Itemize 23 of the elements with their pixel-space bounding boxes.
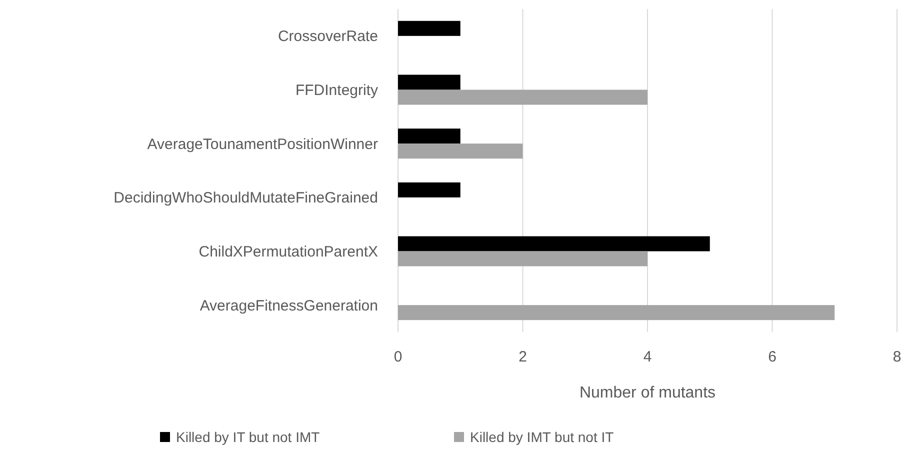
- x-tick-label: 8: [892, 348, 902, 366]
- bar: [398, 74, 460, 90]
- y-tick-label: AverageFitnessGeneration: [200, 297, 378, 314]
- x-tick-label: 4: [643, 348, 652, 366]
- legend-label: Killed by IT but not IMT: [176, 428, 320, 445]
- y-tick-label: AverageTounamentPositionWinner: [147, 136, 378, 153]
- bar: [398, 251, 648, 266]
- x-tick-label: 0: [394, 348, 402, 366]
- bar: [398, 90, 648, 105]
- x-axis-title: Number of mutants: [579, 384, 716, 402]
- bar: [398, 144, 523, 159]
- y-tick-label: CrossoverRate: [278, 28, 378, 46]
- bar: [398, 182, 460, 198]
- x-tick-label: 6: [768, 348, 776, 366]
- bar: [398, 305, 835, 320]
- bar: [398, 20, 460, 36]
- bar: [398, 128, 460, 144]
- legend-label: Killed by IMT but not IT: [470, 428, 614, 445]
- y-tick-label: DecidingWhoShouldMutateFineGrained: [114, 190, 378, 207]
- y-tick-label: FFDIntegrity: [295, 82, 378, 99]
- y-tick-label: ChildXPermutationParentX: [198, 244, 378, 260]
- bar: [398, 236, 710, 252]
- x-tick-label: 2: [518, 348, 527, 366]
